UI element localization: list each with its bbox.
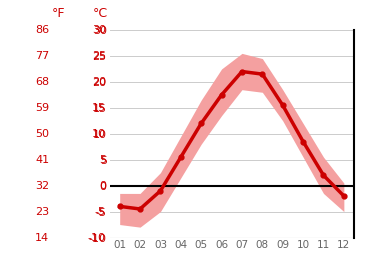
Text: 0: 0	[99, 181, 106, 191]
Text: 10: 10	[92, 129, 106, 139]
Text: 86: 86	[35, 25, 49, 35]
Text: 25: 25	[92, 51, 106, 61]
Text: 77: 77	[35, 51, 49, 61]
Text: -10: -10	[88, 233, 106, 242]
Text: 5: 5	[99, 155, 106, 165]
Text: °F: °F	[52, 7, 65, 20]
Text: 68: 68	[35, 77, 49, 87]
Text: 15: 15	[92, 103, 106, 113]
Text: 50: 50	[35, 129, 49, 139]
Text: 30: 30	[92, 25, 106, 35]
Text: 41: 41	[35, 155, 49, 165]
Text: 59: 59	[35, 103, 49, 113]
Text: 32: 32	[35, 181, 49, 191]
Text: °C: °C	[93, 7, 108, 20]
Text: 14: 14	[35, 233, 49, 242]
Text: 23: 23	[35, 207, 49, 216]
Text: -5: -5	[95, 207, 106, 216]
Text: 20: 20	[92, 77, 106, 87]
